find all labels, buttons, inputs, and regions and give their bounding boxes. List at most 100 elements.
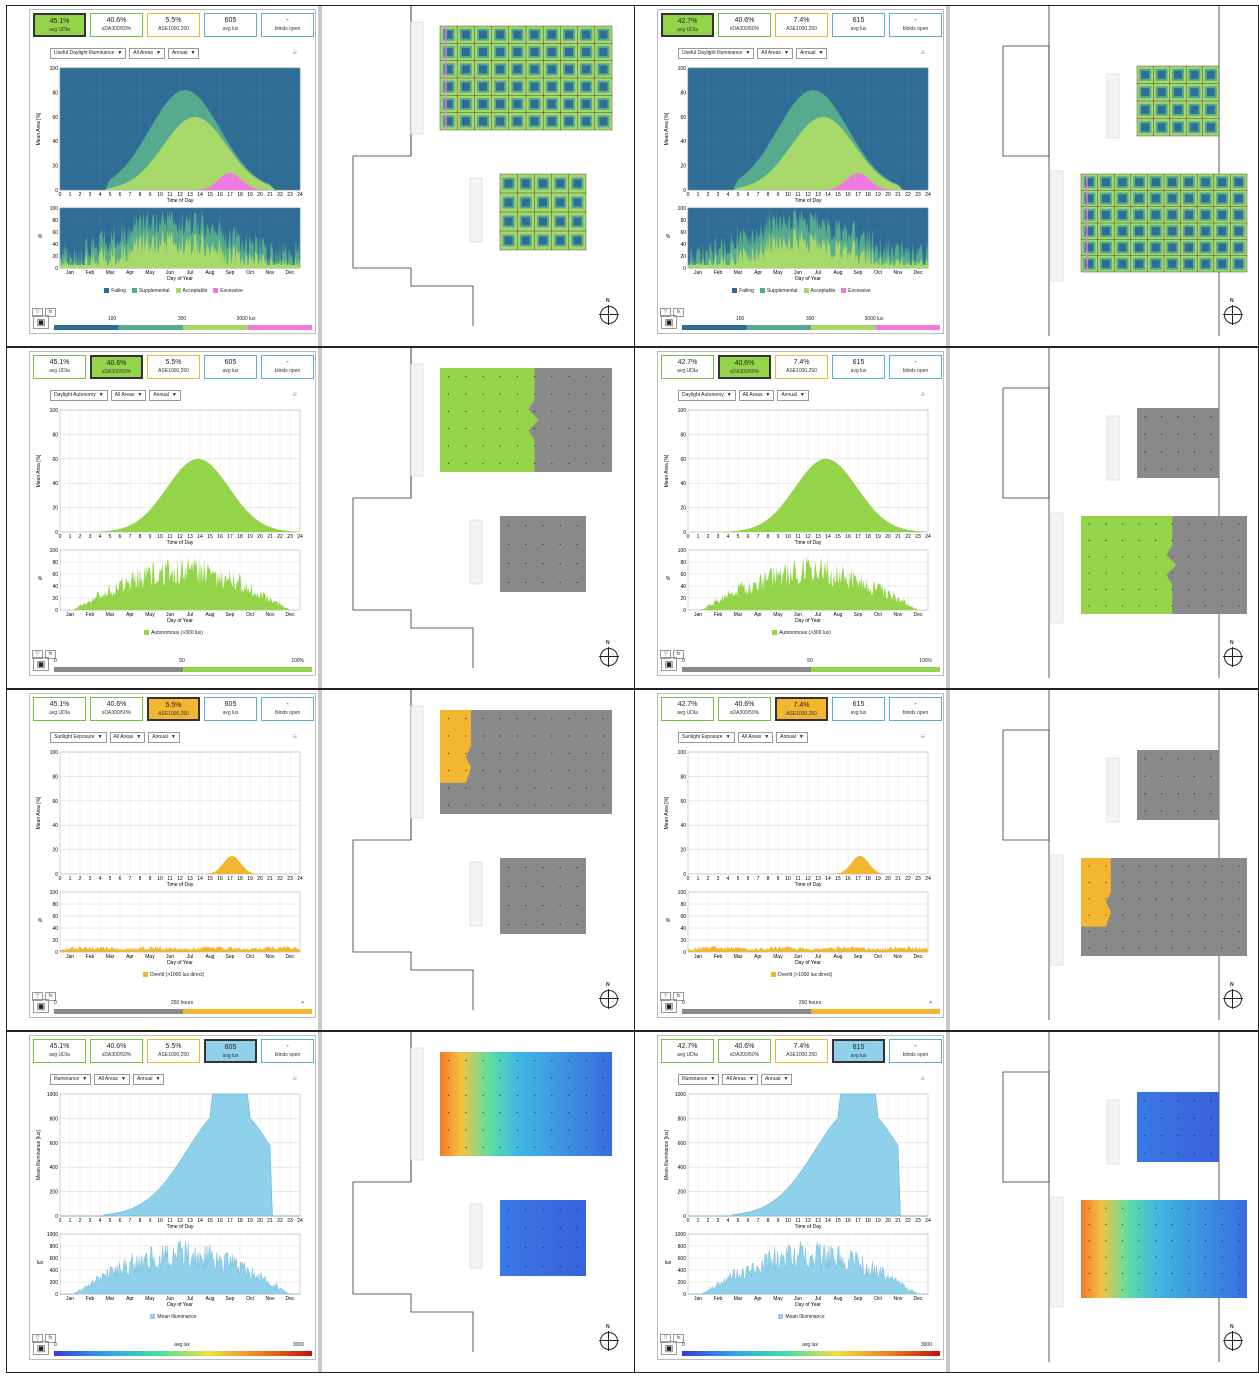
area-dropdown[interactable]: All Areas ▼ bbox=[109, 732, 146, 743]
fx-icon[interactable]: fx bbox=[45, 308, 56, 317]
metric-tab-2[interactable]: 5.5% ASE1000,250 bbox=[147, 697, 200, 721]
metric-tab-4[interactable]: - blinds open bbox=[889, 697, 942, 721]
panel-splitter[interactable] bbox=[318, 1032, 322, 1372]
display-icon[interactable]: ▣ bbox=[661, 1341, 677, 1355]
metric-tab-1[interactable]: 40.6% sDA300/50% bbox=[718, 355, 771, 379]
metric-tab-4[interactable]: - blinds open bbox=[261, 13, 314, 37]
metric-tab-2[interactable]: 5.5% ASE1000,250 bbox=[147, 1039, 200, 1063]
filter-icon[interactable]: ▽ bbox=[660, 1334, 671, 1343]
panel-splitter[interactable] bbox=[318, 690, 322, 1030]
metric-tab-4[interactable]: - blinds open bbox=[261, 697, 314, 721]
metric-tab-0[interactable]: 45.1% avg UDIa bbox=[33, 1039, 86, 1063]
room-grid[interactable] bbox=[500, 858, 586, 934]
room-grid[interactable] bbox=[1137, 1092, 1219, 1162]
metric-dropdown[interactable]: Illuminance ▼ bbox=[678, 1074, 720, 1085]
menu-icon[interactable]: ≡ bbox=[292, 732, 297, 741]
metric-dropdown[interactable]: Useful Daylight Illuminance ▼ bbox=[50, 48, 127, 59]
legend-item[interactable]: Failing bbox=[104, 288, 126, 294]
room-grid[interactable] bbox=[440, 710, 612, 814]
metric-tab-0[interactable]: 45.1% avg UDIa bbox=[33, 355, 86, 379]
metric-tab-1[interactable]: 40.6% sDA300/50% bbox=[90, 13, 143, 37]
legend-item[interactable]: Supplemental bbox=[131, 288, 170, 294]
legend-item[interactable]: Overlit (>1000 lux direct) bbox=[142, 972, 204, 978]
area-dropdown[interactable]: All Areas ▼ bbox=[757, 48, 793, 59]
room-grid[interactable] bbox=[500, 516, 586, 592]
room-grid[interactable] bbox=[440, 1052, 612, 1156]
filter-icon[interactable]: ▽ bbox=[32, 308, 43, 317]
floor-plan-view[interactable]: N bbox=[323, 348, 634, 688]
fx-icon[interactable]: fx bbox=[45, 992, 56, 1001]
fx-icon[interactable]: fx bbox=[673, 650, 684, 659]
metric-tab-4[interactable]: - blinds open bbox=[261, 355, 314, 379]
metric-tab-3[interactable]: 615 avg lux bbox=[832, 13, 885, 37]
metric-dropdown[interactable]: Sunlight Exposure ▼ bbox=[50, 732, 107, 743]
room-grid[interactable] bbox=[440, 368, 612, 472]
metric-tab-0[interactable]: 45.1% avg UDIa bbox=[33, 697, 86, 721]
panel-splitter[interactable] bbox=[318, 348, 322, 688]
floor-plan-view[interactable]: N bbox=[323, 6, 634, 346]
legend-item[interactable]: Mean Illuminance bbox=[778, 1314, 825, 1320]
area-dropdown[interactable]: All Areas ▼ bbox=[722, 1074, 758, 1085]
metric-tab-4[interactable]: - blinds open bbox=[889, 1039, 942, 1063]
menu-icon[interactable]: ≡ bbox=[920, 732, 925, 741]
room-grid[interactable] bbox=[1081, 858, 1247, 956]
legend-item[interactable]: Failing bbox=[732, 288, 754, 294]
floor-plan-view[interactable]: N bbox=[323, 690, 634, 1030]
metric-dropdown[interactable]: Useful Daylight Illuminance ▼ bbox=[678, 48, 755, 59]
legend-item[interactable]: Autonomous (>300 lux) bbox=[144, 630, 203, 636]
filter-icon[interactable]: ▽ bbox=[660, 650, 671, 659]
metric-tab-1[interactable]: 40.6% sDA300/50% bbox=[718, 1039, 771, 1063]
menu-icon[interactable]: ≡ bbox=[292, 1074, 297, 1083]
menu-icon[interactable]: ≡ bbox=[920, 1074, 925, 1083]
panel-splitter[interactable] bbox=[946, 348, 950, 688]
period-dropdown[interactable]: Annual ▼ bbox=[148, 732, 180, 743]
room-grid[interactable] bbox=[439, 25, 613, 131]
metric-dropdown[interactable]: Daylight Autonomy ▼ bbox=[50, 390, 108, 401]
period-dropdown[interactable]: Annual ▼ bbox=[149, 390, 181, 401]
filter-icon[interactable]: ▽ bbox=[32, 1334, 43, 1343]
period-dropdown[interactable]: Annual ▼ bbox=[167, 48, 200, 59]
metric-tab-1[interactable]: 40.6% sDA300/50% bbox=[90, 697, 143, 721]
metric-tab-2[interactable]: 7.4% ASE1000,250 bbox=[775, 13, 828, 37]
floor-plan-view[interactable]: N bbox=[951, 348, 1258, 688]
metric-tab-2[interactable]: 5.5% ASE1000,250 bbox=[147, 355, 200, 379]
display-icon[interactable]: ▣ bbox=[33, 1341, 49, 1355]
area-dropdown[interactable]: All Areas ▼ bbox=[110, 390, 147, 401]
metric-tab-0[interactable]: 42.7% avg UDIa bbox=[661, 355, 714, 379]
filter-icon[interactable]: ▽ bbox=[660, 308, 671, 317]
metric-tab-2[interactable]: 7.4% ASE1000,250 bbox=[775, 1039, 828, 1063]
legend-item[interactable]: Acceptable bbox=[803, 288, 835, 294]
room-grid[interactable] bbox=[1136, 65, 1220, 137]
panel-splitter[interactable] bbox=[946, 690, 950, 1030]
metric-tab-2[interactable]: 7.4% ASE1000,250 bbox=[775, 355, 828, 379]
floor-plan-view[interactable]: N bbox=[323, 1032, 634, 1372]
room-grid[interactable] bbox=[1081, 1200, 1247, 1298]
metric-dropdown[interactable]: Sunlight Exposure ▼ bbox=[678, 732, 735, 743]
metric-tab-0[interactable]: 42.7% avg UDIa bbox=[661, 697, 714, 721]
display-icon[interactable]: ▣ bbox=[661, 999, 677, 1013]
metric-tab-3[interactable]: 615 avg lux bbox=[832, 355, 885, 379]
legend-item[interactable]: Excessive bbox=[213, 288, 243, 294]
room-grid[interactable] bbox=[499, 173, 587, 251]
legend-item[interactable]: Autonomous (>300 lux) bbox=[772, 630, 831, 636]
room-grid[interactable] bbox=[500, 1200, 586, 1276]
metric-tab-3[interactable]: 605 avg lux bbox=[204, 1039, 257, 1063]
metric-tab-4[interactable]: - blinds open bbox=[889, 355, 942, 379]
floor-plan-view[interactable]: N bbox=[951, 690, 1258, 1030]
area-dropdown[interactable]: All Areas ▼ bbox=[738, 390, 775, 401]
filter-icon[interactable]: ▽ bbox=[32, 650, 43, 659]
metric-tab-1[interactable]: 40.6% sDA300/50% bbox=[718, 13, 771, 37]
menu-icon[interactable]: ≡ bbox=[292, 390, 297, 399]
metric-tab-2[interactable]: 7.4% ASE1000,250 bbox=[775, 697, 828, 721]
floor-plan-view[interactable]: N bbox=[951, 1032, 1258, 1372]
legend-item[interactable]: Mean Illuminance bbox=[150, 1314, 197, 1320]
area-dropdown[interactable]: All Areas ▼ bbox=[94, 1074, 130, 1085]
metric-tab-3[interactable]: 615 avg lux bbox=[832, 697, 885, 721]
panel-splitter[interactable] bbox=[946, 1032, 950, 1372]
room-grid[interactable] bbox=[1081, 516, 1247, 614]
area-dropdown[interactable]: All Areas ▼ bbox=[737, 732, 774, 743]
metric-tab-3[interactable]: 605 avg lux bbox=[204, 13, 257, 37]
metric-dropdown[interactable]: Daylight Autonomy ▼ bbox=[678, 390, 736, 401]
metric-tab-3[interactable]: 615 avg lux bbox=[832, 1039, 885, 1063]
room-grid[interactable] bbox=[1080, 173, 1248, 273]
